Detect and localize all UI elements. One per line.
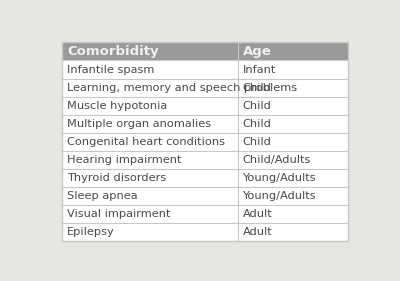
Text: Child: Child — [242, 119, 271, 129]
Text: Age: Age — [242, 45, 271, 58]
Text: Child: Child — [242, 137, 271, 147]
Bar — [62, 42, 238, 60]
Text: Sleep apnea: Sleep apnea — [67, 191, 138, 201]
Text: Thyroid disorders: Thyroid disorders — [67, 173, 166, 183]
Text: Learning, memory and speech problems: Learning, memory and speech problems — [67, 83, 297, 93]
Text: Adult: Adult — [242, 209, 272, 219]
Text: Visual impairment: Visual impairment — [67, 209, 170, 219]
Text: Congenital heart conditions: Congenital heart conditions — [67, 137, 225, 147]
Text: Child: Child — [242, 101, 271, 111]
Text: Child: Child — [242, 83, 271, 93]
Text: Infantile spasm: Infantile spasm — [67, 65, 154, 74]
Text: Infant: Infant — [242, 65, 276, 74]
Text: Multiple organ anomalies: Multiple organ anomalies — [67, 119, 211, 129]
Text: Adult: Adult — [242, 227, 272, 237]
Text: Comorbidity: Comorbidity — [67, 45, 159, 58]
Text: Hearing impairment: Hearing impairment — [67, 155, 182, 165]
Text: Young/Adults: Young/Adults — [242, 173, 316, 183]
Text: Epilepsy: Epilepsy — [67, 227, 115, 237]
Bar — [238, 42, 348, 60]
Text: Child/Adults: Child/Adults — [242, 155, 311, 165]
Text: Muscle hypotonia: Muscle hypotonia — [67, 101, 167, 111]
Text: Young/Adults: Young/Adults — [242, 191, 316, 201]
